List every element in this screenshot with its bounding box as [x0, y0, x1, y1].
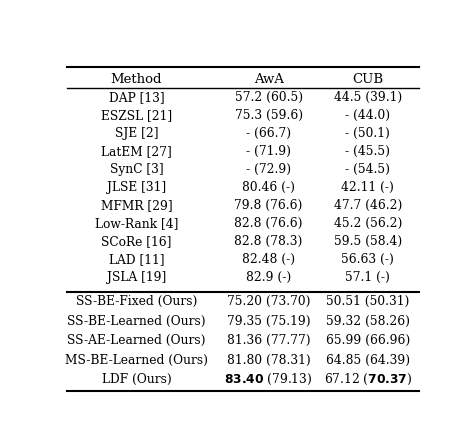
Text: DAP [13]: DAP [13] — [109, 91, 164, 105]
Text: 75.20 (73.70): 75.20 (73.70) — [227, 295, 310, 308]
Text: LatEM [27]: LatEM [27] — [101, 146, 172, 158]
Text: - (54.5): - (54.5) — [346, 163, 390, 176]
Text: 82.9 (-): 82.9 (-) — [246, 271, 291, 284]
Text: 59.32 (58.26): 59.32 (58.26) — [326, 315, 410, 328]
Text: 79.8 (76.6): 79.8 (76.6) — [235, 199, 303, 212]
Text: 44.5 (39.1): 44.5 (39.1) — [334, 91, 402, 105]
Text: AwA: AwA — [254, 73, 283, 85]
Text: SS-AE-Learned (Ours): SS-AE-Learned (Ours) — [67, 334, 206, 348]
Text: - (66.7): - (66.7) — [246, 127, 291, 141]
Text: SynC [3]: SynC [3] — [109, 163, 163, 176]
Text: 42.11 (-): 42.11 (-) — [341, 182, 394, 194]
Text: JLSE [31]: JLSE [31] — [107, 182, 166, 194]
Text: 65.99 (66.96): 65.99 (66.96) — [326, 334, 410, 348]
Text: - (50.1): - (50.1) — [346, 127, 390, 141]
Text: - (45.5): - (45.5) — [346, 146, 390, 158]
Text: - (71.9): - (71.9) — [246, 146, 291, 158]
Text: Low-Rank [4]: Low-Rank [4] — [95, 217, 178, 231]
Text: 64.85 (64.39): 64.85 (64.39) — [326, 354, 410, 367]
Text: 82.8 (78.3): 82.8 (78.3) — [235, 235, 303, 248]
Text: 82.48 (-): 82.48 (-) — [242, 253, 295, 267]
Text: 80.46 (-): 80.46 (-) — [242, 182, 295, 194]
Text: LAD [11]: LAD [11] — [109, 253, 164, 267]
Text: $\mathbf{83.40}$ (79.13): $\mathbf{83.40}$ (79.13) — [225, 372, 313, 388]
Text: 82.8 (76.6): 82.8 (76.6) — [234, 217, 303, 231]
Text: SS-BE-Learned (Ours): SS-BE-Learned (Ours) — [67, 315, 206, 328]
Text: SS-BE-Fixed (Ours): SS-BE-Fixed (Ours) — [76, 295, 197, 308]
Text: ESZSL [21]: ESZSL [21] — [101, 109, 172, 122]
Text: MS-BE-Learned (Ours): MS-BE-Learned (Ours) — [65, 354, 208, 367]
Text: 79.35 (75.19): 79.35 (75.19) — [227, 315, 310, 328]
Text: - (44.0): - (44.0) — [345, 109, 391, 122]
Text: MFMR [29]: MFMR [29] — [100, 199, 172, 212]
Text: 57.1 (-): 57.1 (-) — [346, 271, 390, 284]
Text: 81.36 (77.77): 81.36 (77.77) — [227, 334, 310, 348]
Text: 59.5 (58.4): 59.5 (58.4) — [334, 235, 402, 248]
Text: - (72.9): - (72.9) — [246, 163, 291, 176]
Text: SCoRe [16]: SCoRe [16] — [101, 235, 172, 248]
Text: SJE [2]: SJE [2] — [115, 127, 158, 141]
Text: 56.63 (-): 56.63 (-) — [341, 253, 394, 267]
Text: 47.7 (46.2): 47.7 (46.2) — [334, 199, 402, 212]
Text: 45.2 (56.2): 45.2 (56.2) — [334, 217, 402, 231]
Text: 50.51 (50.31): 50.51 (50.31) — [326, 295, 410, 308]
Text: 57.2 (60.5): 57.2 (60.5) — [235, 91, 303, 105]
Text: JSLA [19]: JSLA [19] — [107, 271, 166, 284]
Text: CUB: CUB — [352, 73, 383, 85]
Text: 67.12 ($\mathbf{70.37}$): 67.12 ($\mathbf{70.37}$) — [324, 372, 412, 388]
Text: LDF (Ours): LDF (Ours) — [101, 373, 171, 386]
Text: 81.80 (78.31): 81.80 (78.31) — [227, 354, 310, 367]
Text: Method: Method — [110, 73, 162, 85]
Text: 75.3 (59.6): 75.3 (59.6) — [235, 109, 303, 122]
